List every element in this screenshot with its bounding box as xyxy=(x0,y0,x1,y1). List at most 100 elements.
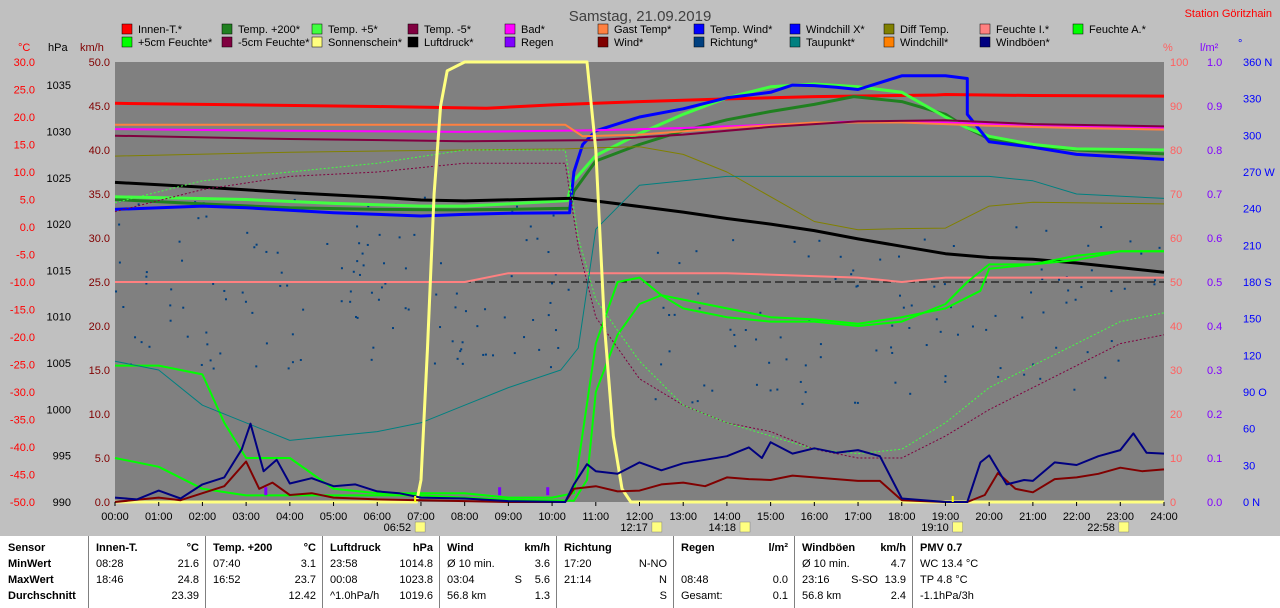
legend-item: +5cm Feuchte* xyxy=(121,36,213,49)
hour-label: 13:00 xyxy=(669,511,697,523)
direction-dot xyxy=(372,346,375,349)
direction-dot xyxy=(744,329,747,332)
direction-dot xyxy=(454,306,457,309)
direction-dot xyxy=(510,275,513,278)
direction-dot xyxy=(801,402,804,405)
direction-dot xyxy=(985,328,988,331)
direction-dot xyxy=(200,363,203,366)
direction-dot xyxy=(134,336,137,339)
hour-label: 22:00 xyxy=(1063,511,1091,523)
lm2-tick: 1.0 xyxy=(1207,57,1222,69)
legend-item: Windchill X* xyxy=(789,23,865,36)
legend-label: Windchill* xyxy=(900,37,949,49)
direction-dot xyxy=(698,307,701,310)
direction-dot xyxy=(997,375,1000,378)
celsius-tick: 20.0 xyxy=(14,112,35,124)
direction-dot xyxy=(854,401,857,404)
hour-label: 09:00 xyxy=(495,511,523,523)
hour-label: 03:00 xyxy=(232,511,260,523)
direction-dot xyxy=(291,361,294,364)
stats-header-row: Innen-T. °C xyxy=(88,540,205,556)
direction-dot xyxy=(246,231,249,234)
direction-dot xyxy=(819,343,822,346)
legend-label: Sonnenschein* xyxy=(328,37,403,49)
celsius-tick: -50.0 xyxy=(10,497,35,509)
legend-item: Diff Temp. xyxy=(883,23,949,36)
direction-dot xyxy=(378,233,381,236)
celsius-tick: 30.0 xyxy=(14,57,35,69)
direction-dot xyxy=(299,358,302,361)
hpa-tick: 990 xyxy=(53,497,71,509)
direction-dot xyxy=(291,333,294,336)
series-feuchte-i xyxy=(115,272,1164,283)
direction-dot xyxy=(654,398,657,401)
percent-tick: 30 xyxy=(1170,365,1182,377)
stats-max-direction: S-SO xyxy=(851,574,878,586)
axis-units: °C hPa km/h % l/m² ° xyxy=(18,38,1242,54)
weather-chart: Samstag, 21.09.2019 Station Göritzhain I… xyxy=(9,8,1276,534)
legend-swatch xyxy=(979,36,991,48)
series-taupunkt xyxy=(114,175,1165,441)
direction-dot xyxy=(935,318,938,321)
direction-dot xyxy=(971,325,974,328)
hpa-tick: 1000 xyxy=(47,404,71,416)
direction-dot xyxy=(529,225,532,228)
direction-dot xyxy=(668,314,671,317)
series-temp-wind xyxy=(114,74,1165,218)
stats-column: Innen-T. °C 08:28 21.6 18:46 24.8 23.39 xyxy=(88,536,206,608)
legend-swatch xyxy=(311,36,323,48)
direction-dot xyxy=(384,282,387,285)
direction-dot xyxy=(898,255,901,258)
celsius-tick: 5.0 xyxy=(20,195,35,207)
direction-dot xyxy=(377,298,380,301)
direction-dot xyxy=(302,308,305,311)
direction-dot xyxy=(1067,289,1070,292)
direction-dot xyxy=(834,278,837,281)
legend-item: Temp. +200* xyxy=(221,23,301,36)
direction-dot xyxy=(755,338,758,341)
stats-avg-label: Gesamt: xyxy=(681,590,723,602)
hpa-tick: 1025 xyxy=(47,173,71,185)
direction-dot xyxy=(554,273,557,276)
stats-max-value: 13.9 xyxy=(884,574,906,586)
series-windb-en xyxy=(114,422,1165,503)
legend-swatch xyxy=(693,23,705,35)
kmh-tick: 5.0 xyxy=(95,453,110,465)
kmh-tick: 40.0 xyxy=(89,145,110,157)
hour-label: 04:00 xyxy=(276,511,304,523)
stats-avg-value: 2.4 xyxy=(890,590,906,602)
stats-header-row: Richtung xyxy=(556,540,673,556)
chart-title: Samstag, 21.09.2019 xyxy=(569,8,712,25)
stats-column: Temp. +200 °C 07:40 3.1 16:52 23.7 12.42 xyxy=(205,536,323,608)
percent-tick: 60 xyxy=(1170,233,1182,245)
stats-min-row: 08:28 21.6 xyxy=(88,556,205,572)
direction-dot xyxy=(293,198,296,201)
direction-dot xyxy=(482,353,485,356)
stats-min-time: 23:58 xyxy=(330,558,358,570)
stats-header: Wind xyxy=(447,542,474,554)
stats-min-row xyxy=(673,556,794,572)
stats-avg-value: 0.1 xyxy=(772,590,788,602)
direction-dot xyxy=(244,300,247,303)
series-innen-t xyxy=(114,93,1165,110)
direction-dot xyxy=(549,301,552,304)
legend-item: Wind* xyxy=(597,36,644,49)
legend-item: Windchill* xyxy=(883,36,949,49)
direction-dot xyxy=(1117,359,1120,362)
direction-dot xyxy=(145,271,148,274)
event-moon: 12:17 xyxy=(620,521,663,534)
hpa-tick: 1035 xyxy=(47,80,71,92)
direction-dot xyxy=(1058,278,1061,281)
direction-dot xyxy=(804,391,807,394)
direction-dot xyxy=(181,259,184,262)
direction-dot xyxy=(1110,340,1113,343)
stats-min-row: 17:20 N-NO xyxy=(556,556,673,572)
hpa-tick: 1010 xyxy=(47,312,71,324)
legend-label: Taupunkt* xyxy=(806,37,856,49)
direction-dot xyxy=(223,289,226,292)
stats-min-row: 23:58 1014.8 xyxy=(322,556,439,572)
celsius-tick: -30.0 xyxy=(10,387,35,399)
direction-dot xyxy=(367,205,370,208)
direction-dot xyxy=(891,351,894,354)
degree-tick: 120 xyxy=(1243,350,1261,362)
